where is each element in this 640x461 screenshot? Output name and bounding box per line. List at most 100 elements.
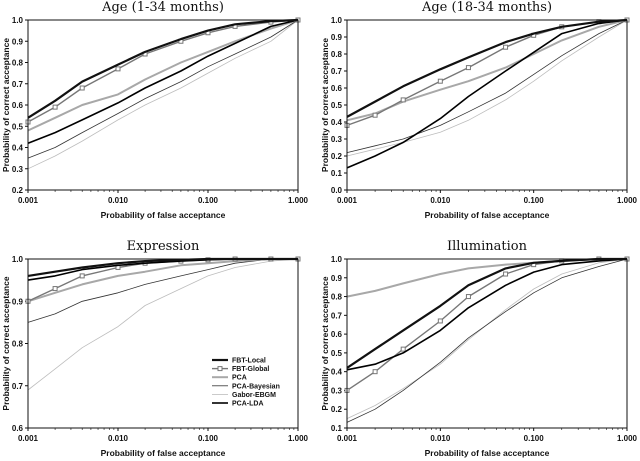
y-tick-label: 0.3 xyxy=(331,135,343,144)
series-line-pca-lda xyxy=(27,19,299,145)
legend-label: PCA xyxy=(232,375,247,382)
y-tick-label: 0.6 xyxy=(12,101,24,110)
series-point-fbt-global xyxy=(503,271,509,277)
series-point-fbt-global xyxy=(115,66,121,72)
y-tick-label: 0.0 xyxy=(331,186,343,195)
x-tick-label: 0.001 xyxy=(18,196,39,205)
y-tick-label: 0.8 xyxy=(12,59,24,68)
y-tick-label: 0.3 xyxy=(12,165,24,174)
series-line-pca-bayesian xyxy=(346,258,628,423)
y-tick-label: 0.8 xyxy=(331,293,343,302)
series-point-fbt-global xyxy=(437,318,443,324)
series-point-fbt-global xyxy=(79,273,85,279)
y-axis-label: Probability of correct acceptance xyxy=(320,276,330,410)
x-tick-label: 0.100 xyxy=(524,434,545,443)
series-point-fbt-global xyxy=(503,44,509,50)
y-axis-label: Probability of correct acceptance xyxy=(1,276,11,410)
y-tick-label: 0.8 xyxy=(12,340,24,349)
y-tick-label: 0.3 xyxy=(331,386,343,395)
y-tick-label: 1.0 xyxy=(12,255,24,264)
chart-title: Expression xyxy=(127,239,200,254)
y-tick-label: 1.0 xyxy=(331,16,343,25)
x-tick-label: 0.001 xyxy=(18,434,39,443)
x-tick-label: 1.000 xyxy=(288,196,309,205)
y-tick-label: 0.4 xyxy=(12,144,24,153)
x-axis-label: Probability of false acceptance xyxy=(101,448,226,458)
series-line-pca-lda xyxy=(346,19,628,169)
plot-frame xyxy=(27,19,299,191)
series-line-pca-bayesian xyxy=(346,19,628,153)
y-tick-label: 0.1 xyxy=(331,424,343,433)
x-tick-label: 1.000 xyxy=(617,434,638,443)
legend-label: PCA-Bayesian xyxy=(232,383,280,390)
y-tick-label: 1.0 xyxy=(331,255,343,264)
y-tick-label: 0.8 xyxy=(331,50,343,59)
series-line-fbt-local xyxy=(346,257,627,369)
series-line-gabor-ebgm xyxy=(346,19,628,157)
y-tick-label: 0.6 xyxy=(12,424,24,433)
series-point-fbt-global xyxy=(372,112,378,118)
series-line-pca-bayesian xyxy=(27,258,298,323)
y-tick-label: 1.0 xyxy=(12,16,24,25)
x-tick-label: 0.010 xyxy=(430,196,451,205)
panel-age-1-34: Age (1-34 months) 0.2 0.3 0.4 0.5 0.6 0.7 0.8 0.… xyxy=(1,0,309,220)
legend-marker-fbt-global xyxy=(217,366,223,372)
y-tick-label: 0.9 xyxy=(12,37,24,46)
y-tick-label: 0.1 xyxy=(331,169,343,178)
y-tick-label: 0.6 xyxy=(331,84,343,93)
x-tick-label: 1.000 xyxy=(288,434,309,443)
y-tick-label: 0.7 xyxy=(331,311,343,320)
chart-title: Illumination xyxy=(447,239,528,254)
series-line-fbt-local xyxy=(27,18,299,119)
x-tick-label: 0.100 xyxy=(524,196,545,205)
y-tick-label: 0.2 xyxy=(12,186,24,195)
panel-illumination: Illumination 0.1 0.2 0.3 0.4 0.5 0.6 0.7 0.8 0.9 1… xyxy=(320,239,638,458)
y-tick-label: 0.4 xyxy=(331,368,343,377)
x-axis-label: Probability of false acceptance xyxy=(101,210,226,220)
series-line-gabor-ebgm xyxy=(27,258,299,391)
y-tick-label: 0.5 xyxy=(331,349,343,358)
y-tick-label: 0.9 xyxy=(331,274,343,283)
y-tick-label: 0.7 xyxy=(12,382,24,391)
series-point-fbt-global xyxy=(372,369,378,375)
y-tick-label: 0.5 xyxy=(12,122,24,131)
plot-frame xyxy=(346,19,628,191)
y-tick-label: 0.7 xyxy=(12,80,24,89)
series-line-fbt-global xyxy=(27,19,299,123)
legend-label: PCA-LDA xyxy=(232,401,264,408)
x-tick-label: 0.010 xyxy=(108,434,129,443)
legend-label: Gabor-EBGM xyxy=(232,392,276,399)
series-point-fbt-global xyxy=(465,294,471,300)
series-line-gabor-ebgm xyxy=(27,19,299,170)
x-axis-label: Probability of false acceptance xyxy=(425,448,550,458)
y-tick-label: 0.6 xyxy=(331,330,343,339)
x-tick-label: 0.010 xyxy=(108,196,129,205)
x-tick-label: 0.100 xyxy=(198,196,219,205)
series-line-pca-lda xyxy=(346,258,628,371)
series-line-pca xyxy=(346,19,628,122)
y-tick-label: 0.9 xyxy=(12,297,24,306)
x-tick-label: 0.100 xyxy=(198,434,219,443)
legend-label: FBT-Global xyxy=(232,366,269,373)
chart-title: Age (1-34 months) xyxy=(101,0,224,15)
x-tick-label: 1.000 xyxy=(617,196,638,205)
series-point-fbt-global xyxy=(52,286,58,292)
panel-age-18-34: Age (18-34 months) 0.0 0.1 0.2 0.3 0.4 0.5 0.6 0… xyxy=(320,0,638,220)
panel-expression: Expression 0.6 0.7 0.8 0.9 1.0 0.001 0.010 0.100… xyxy=(1,239,309,458)
y-tick-label: 0.2 xyxy=(331,152,343,161)
plot-frame xyxy=(27,258,299,429)
series-point-fbt-global xyxy=(400,346,406,352)
legend-label: FBT-Local xyxy=(232,358,266,365)
y-axis-label: Probability of correct acceptance xyxy=(320,38,330,172)
series-point-fbt-global xyxy=(52,104,58,110)
series-line-fbt-global xyxy=(346,19,628,127)
x-tick-label: 0.001 xyxy=(337,434,358,443)
series-point-fbt-global xyxy=(437,78,443,84)
series-point-fbt-global xyxy=(79,85,85,91)
series-line-pca xyxy=(27,19,299,132)
x-axis-label: Probability of false acceptance xyxy=(425,210,550,220)
y-tick-label: 0.5 xyxy=(331,101,343,110)
y-tick-label: 0.9 xyxy=(331,33,343,42)
